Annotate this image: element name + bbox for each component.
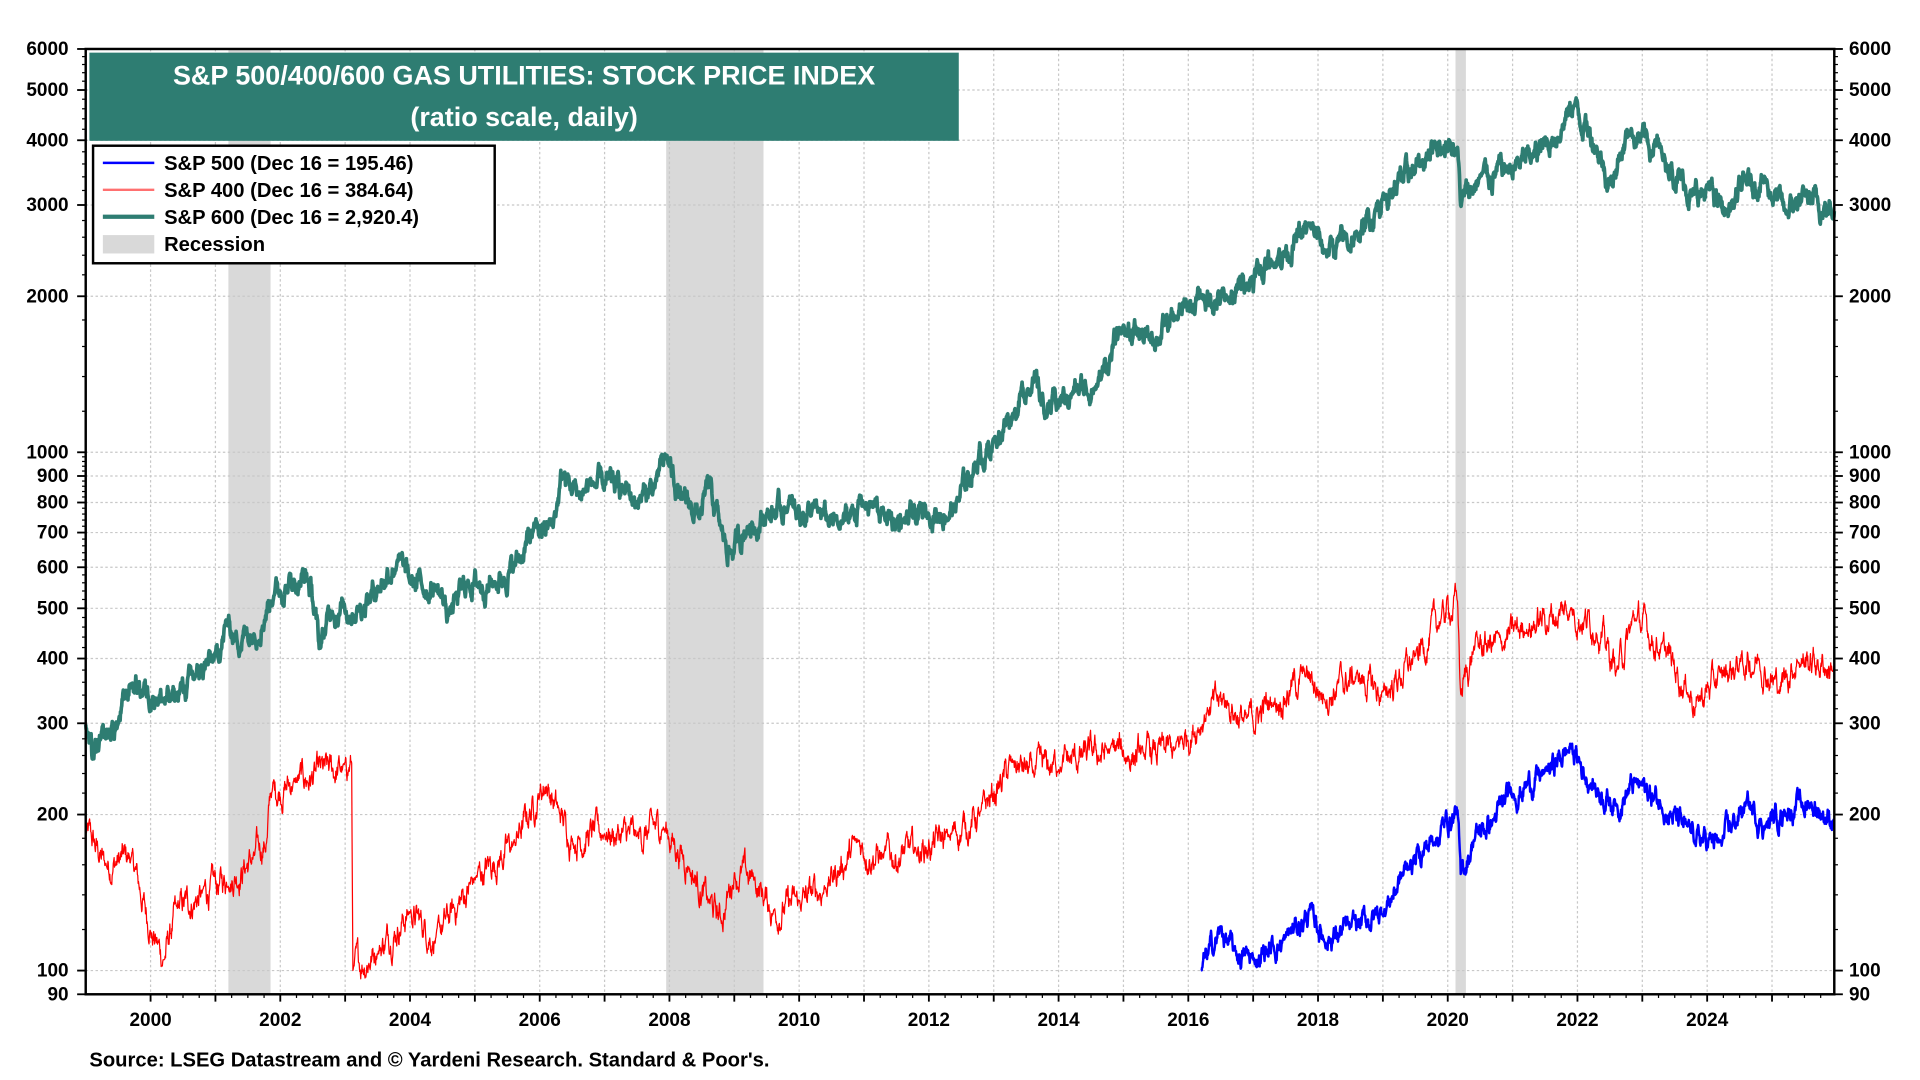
chart-subtitle: (ratio scale, daily) xyxy=(410,102,637,132)
recession-band xyxy=(666,48,764,995)
x-tick-label: 2000 xyxy=(129,1010,171,1031)
x-tick-label: 2024 xyxy=(1686,1010,1729,1031)
recession-band xyxy=(1455,48,1466,995)
y-tick-label-left: 6000 xyxy=(26,39,68,60)
legend-label-recession: Recession xyxy=(164,234,265,256)
y-tick-label-left: 2000 xyxy=(26,286,68,307)
legend: S&P 500 (Dec 16 = 195.46) S&P 400 (Dec 1… xyxy=(91,144,496,265)
y-tick-label-left: 5000 xyxy=(26,80,68,101)
y-tick-label-left: 90 xyxy=(47,984,68,1005)
y-tick-label-left: 300 xyxy=(37,713,69,734)
x-tick-label: 2018 xyxy=(1297,1010,1339,1031)
y-tick-label-left: 500 xyxy=(37,598,69,619)
y-tick-label-right: 1000 xyxy=(1849,442,1891,463)
y-tick-label-left: 400 xyxy=(37,649,69,670)
x-tick-label: 2008 xyxy=(648,1010,690,1031)
y-tick-label-right: 300 xyxy=(1849,713,1881,734)
legend-label-sp400: S&P 400 (Dec 16 = 384.64) xyxy=(164,180,413,202)
x-tick-label: 2002 xyxy=(259,1010,301,1031)
y-tick-label-left: 700 xyxy=(37,523,69,544)
series-line-400 xyxy=(85,582,1835,980)
x-tick-label: 2012 xyxy=(908,1010,950,1031)
y-tick-label-left: 100 xyxy=(37,961,69,982)
y-tick-label-right: 5000 xyxy=(1849,80,1891,101)
y-tick-label-right: 200 xyxy=(1849,805,1881,826)
y-tick-label-left: 900 xyxy=(37,466,69,487)
y-tick-label-right: 2000 xyxy=(1849,286,1891,307)
x-tick-label: 2014 xyxy=(1037,1010,1080,1031)
x-tick-label: 2010 xyxy=(778,1010,820,1031)
y-tick-label-right: 800 xyxy=(1849,493,1881,514)
y-tick-label-right: 100 xyxy=(1849,961,1881,982)
x-tick-label: 2016 xyxy=(1167,1010,1209,1031)
legend-swatch-recession xyxy=(102,235,155,254)
source-note: Source: LSEG Datastream and © Yardeni Re… xyxy=(89,1050,769,1072)
y-tick-label-right: 600 xyxy=(1849,557,1881,578)
y-tick-label-right: 500 xyxy=(1849,598,1881,619)
y-tick-label-right: 6000 xyxy=(1849,39,1891,60)
series-lines xyxy=(83,96,1837,980)
y-tick-label-right: 400 xyxy=(1849,649,1881,670)
title-box: S&P 500/400/600 GAS UTILITIES: STOCK PRI… xyxy=(89,52,959,141)
x-tick-label: 2022 xyxy=(1556,1010,1598,1031)
y-tick-label-left: 1000 xyxy=(26,442,68,463)
x-tick-label: 2004 xyxy=(389,1010,432,1031)
y-tick-label-right: 700 xyxy=(1849,523,1881,544)
legend-label-sp600: S&P 600 (Dec 16 = 2,920.4) xyxy=(164,207,419,229)
series-line-600 xyxy=(83,96,1837,761)
y-tick-label-right: 3000 xyxy=(1849,195,1891,216)
x-tick-label: 2020 xyxy=(1427,1010,1469,1031)
x-tick-label: 2006 xyxy=(519,1010,561,1031)
y-tick-label-left: 600 xyxy=(37,557,69,578)
y-tick-label-left: 3000 xyxy=(26,195,68,216)
y-tick-label-right: 90 xyxy=(1849,984,1870,1005)
plot-frame xyxy=(84,47,1836,996)
series-line-500 xyxy=(1200,742,1836,972)
chart-title: S&P 500/400/600 GAS UTILITIES: STOCK PRI… xyxy=(173,60,875,90)
y-tick-label-left: 4000 xyxy=(26,130,68,151)
y-tick-label-left: 200 xyxy=(37,805,69,826)
y-tick-label-left: 800 xyxy=(37,493,69,514)
legend-label-sp500: S&P 500 (Dec 16 = 195.46) xyxy=(164,153,413,175)
y-tick-label-right: 900 xyxy=(1849,466,1881,487)
y-tick-label-right: 4000 xyxy=(1849,130,1891,151)
